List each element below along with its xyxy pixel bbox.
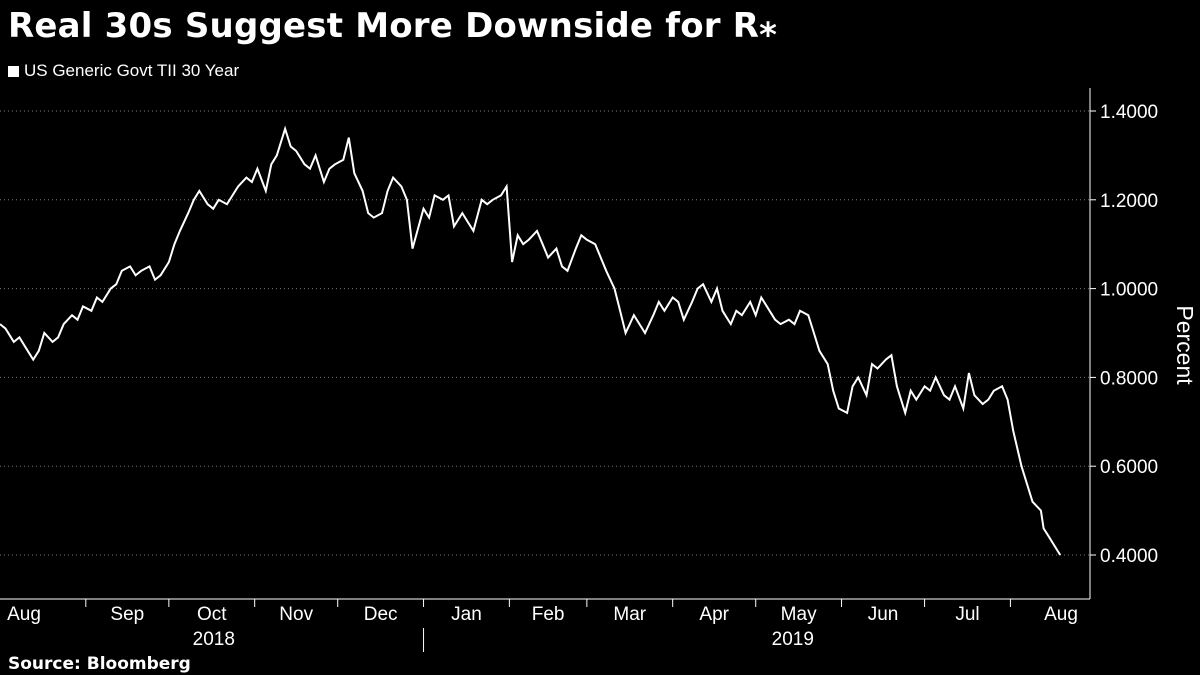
x-tick-label: Jan (451, 604, 482, 625)
y-tick-labels: 0.4000 0.6000 0.8000 1.0000 1.2000 1.4000 (1100, 102, 1158, 567)
x-tick-labels: Aug Sep Oct Nov Dec Jan Feb Mar Apr May Jun Jul Aug 2… (7, 604, 1078, 650)
x-year-label: 2019 (772, 629, 814, 650)
chart-title: Real 30s Suggest More Downside for R⁎ (8, 6, 778, 46)
x-tick-label: May (781, 604, 817, 625)
y-tick-label: 0.4000 (1100, 546, 1158, 567)
x-tick-label: Jun (868, 604, 899, 625)
y-tick-label: 0.6000 (1100, 457, 1158, 478)
y-axis-label: Percent (1172, 305, 1198, 385)
x-tick-label: Nov (279, 604, 313, 625)
x-tick-label: Sep (110, 604, 144, 625)
legend-swatch (8, 65, 19, 77)
x-tick-label: Aug (1044, 604, 1078, 625)
y-tick-label: 1.4000 (1100, 102, 1158, 123)
legend: US Generic Govt TII 30 Year (8, 61, 239, 81)
axes (0, 88, 1091, 652)
legend-label: US Generic Govt TII 30 Year (24, 61, 240, 80)
x-tick-label: Apr (699, 604, 729, 625)
grid-lines (0, 110, 1096, 556)
x-year-label: 2018 (193, 629, 235, 650)
x-tick-label: Aug (7, 604, 41, 625)
x-tick-label: Jul (955, 604, 979, 625)
y-tick-label: 0.8000 (1100, 368, 1158, 389)
y-tick-label: 1.0000 (1100, 280, 1158, 301)
x-tick-label: Feb (532, 604, 565, 625)
x-tick-label: Oct (197, 604, 227, 625)
y-tick-label: 1.2000 (1100, 191, 1158, 212)
x-tick-label: Mar (613, 604, 646, 625)
source-note: Source: Bloomberg (8, 654, 191, 674)
x-tick-label: Dec (364, 604, 398, 625)
series-line-us-generic-govt-tii-30-year (0, 125, 1062, 556)
